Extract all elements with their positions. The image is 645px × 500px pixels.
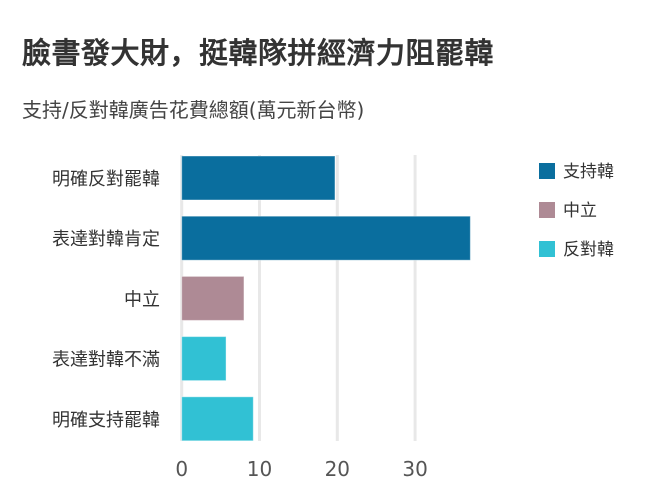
bar [181, 155, 336, 201]
legend-swatch [539, 163, 555, 179]
bar [181, 396, 254, 442]
x-tick-label: 0 [175, 457, 188, 481]
chart-title: 臉書發大財，挺韓隊拼經濟力阻罷韓 [22, 36, 495, 70]
legend-label: 反對韓 [563, 240, 614, 260]
category-label: 明確支持罷韓 [52, 410, 160, 431]
legend-swatch [539, 202, 555, 218]
x-tick-label: 10 [247, 457, 272, 481]
category-label: 表達對韓肯定 [52, 229, 160, 250]
category-label: 中立 [124, 289, 160, 310]
chart-subtitle: 支持/反對韓廣告花費總額(萬元新台幣) [22, 98, 365, 122]
bar [181, 215, 471, 261]
bar [181, 336, 227, 382]
x-tick-label: 20 [325, 457, 350, 481]
legend-label: 支持韓 [563, 162, 614, 182]
legend-swatch [539, 241, 555, 257]
bar [181, 275, 245, 321]
category-label: 表達對韓不滿 [52, 350, 160, 371]
legend-label: 中立 [563, 201, 597, 221]
x-tick-label: 30 [402, 457, 427, 481]
category-label: 明確反對罷韓 [52, 169, 160, 190]
